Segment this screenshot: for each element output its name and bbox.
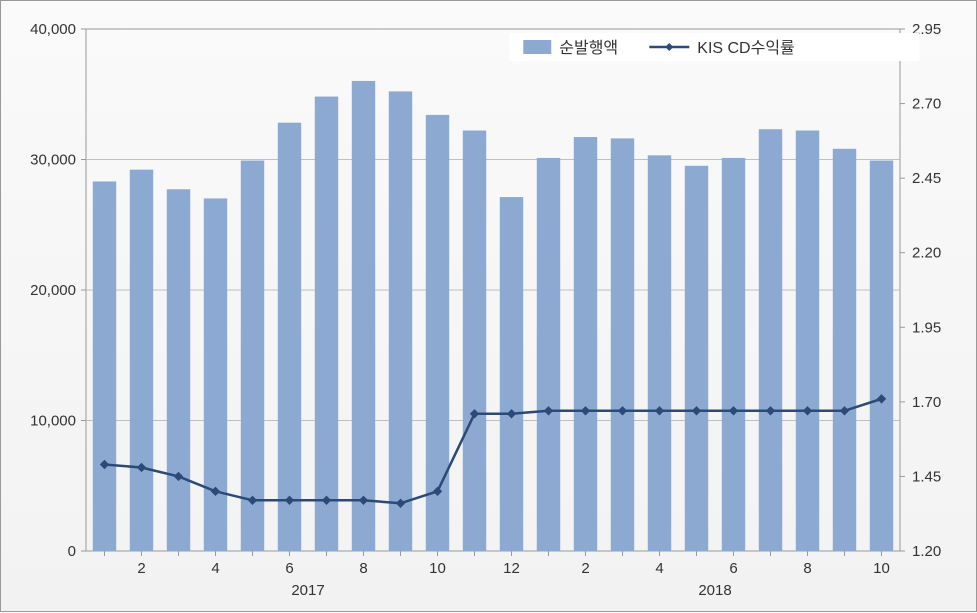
bar — [93, 182, 116, 551]
y-left-tick: 40,000 — [30, 21, 76, 38]
y-right-tick: 2.70 — [912, 96, 941, 113]
x-year-label: 2017 — [291, 582, 324, 599]
legend-label: 순발행액 — [559, 39, 618, 57]
bar — [352, 81, 375, 551]
bar — [130, 170, 153, 551]
bar — [611, 139, 634, 551]
bar — [648, 156, 671, 551]
bar — [796, 131, 819, 551]
x-tick-label: 2 — [581, 560, 589, 577]
x-tick-label: 6 — [729, 560, 737, 577]
y-right-tick: 1.95 — [912, 319, 941, 336]
bar — [389, 92, 412, 551]
bar — [315, 97, 338, 551]
bar — [574, 137, 597, 551]
y-left-tick: 0 — [68, 543, 76, 560]
bar — [722, 158, 745, 551]
y-left-tick: 20,000 — [30, 282, 76, 299]
y-right-tick: 1.20 — [912, 543, 941, 560]
chart-svg: 0 10,000 20,000 30,000 40,000 1.20 1.45 1.70 1.9… — [1, 1, 977, 613]
bar — [204, 199, 227, 551]
bar — [870, 161, 893, 551]
x-tick-label: 2 — [137, 560, 145, 577]
y-left-tick: 30,000 — [30, 152, 76, 169]
x-tick-label: 10 — [873, 560, 890, 577]
y-right-tick: 1.70 — [912, 394, 941, 411]
bar — [426, 115, 449, 551]
y-right-tick: 2.20 — [912, 245, 941, 262]
bar — [759, 129, 782, 551]
bar — [500, 197, 523, 551]
legend-swatch-bar — [523, 40, 551, 54]
bar — [463, 131, 486, 551]
bar — [537, 158, 560, 551]
x-tick-label: 8 — [359, 560, 367, 577]
y-right-tick: 1.45 — [912, 468, 941, 485]
x-tick-label: 6 — [285, 560, 293, 577]
x-tick-label: 8 — [803, 560, 811, 577]
x-tick-label: 10 — [429, 560, 446, 577]
bar — [833, 149, 856, 551]
y-left-tick: 10,000 — [30, 413, 76, 430]
y-right-tick: 2.45 — [912, 170, 941, 187]
bar — [241, 161, 264, 551]
x-tick-label: 12 — [503, 560, 520, 577]
x-year-label: 2018 — [698, 582, 731, 599]
bar — [278, 123, 301, 551]
bar — [685, 166, 708, 551]
chart-container: 0 10,000 20,000 30,000 40,000 1.20 1.45 1.70 1.9… — [0, 0, 977, 612]
bar — [167, 190, 190, 551]
legend-label: KIS CD수익률 — [697, 39, 795, 57]
x-tick-label: 4 — [211, 560, 219, 577]
x-tick-label: 4 — [655, 560, 663, 577]
